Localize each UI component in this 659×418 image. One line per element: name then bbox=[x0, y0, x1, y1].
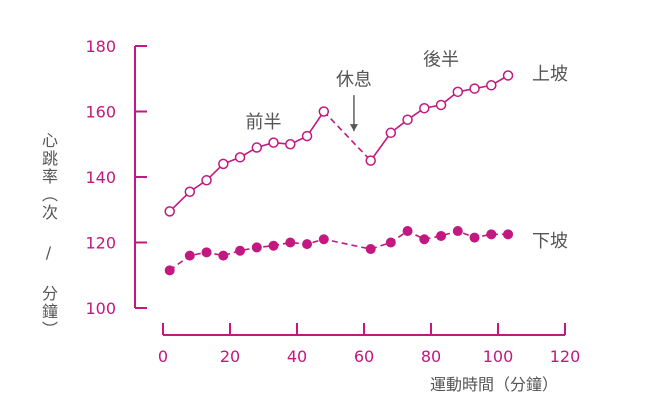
downhill-point bbox=[285, 237, 296, 248]
x-axis-label: 運動時間（分鐘） bbox=[430, 375, 559, 394]
uphill-point bbox=[435, 99, 447, 111]
uphill-point bbox=[419, 102, 430, 114]
x-tick-label: 0 bbox=[158, 347, 168, 366]
downhill-point bbox=[419, 234, 430, 245]
x-tick-label: 20 bbox=[220, 347, 240, 366]
annotation-rest: 休息 bbox=[336, 69, 372, 90]
uphill-series-line bbox=[323, 110, 372, 162]
uphill-series-line bbox=[169, 111, 325, 212]
rest-arrow-head bbox=[349, 124, 358, 132]
uphill-series-label: 上坡 bbox=[532, 64, 568, 85]
uphill-point bbox=[301, 130, 313, 142]
y-tick-label: 100 bbox=[85, 299, 116, 318]
x-tick-label: 120 bbox=[550, 347, 581, 366]
annotations: 前半 休息 後半 bbox=[246, 50, 460, 133]
series-markers bbox=[164, 70, 514, 276]
uphill-point bbox=[201, 175, 212, 186]
uphill-point bbox=[285, 139, 296, 150]
downhill-point bbox=[201, 247, 212, 258]
y-tick-label: 160 bbox=[85, 103, 116, 122]
downhill-point bbox=[218, 250, 229, 261]
uphill-point bbox=[365, 155, 376, 166]
uphill-point bbox=[402, 114, 413, 125]
uphill-point bbox=[268, 137, 279, 148]
downhill-point bbox=[365, 244, 376, 255]
y-axis-label: 心跳率（次 / 分鐘） bbox=[39, 132, 58, 339]
downhill-point bbox=[452, 226, 463, 237]
series-lines bbox=[169, 74, 509, 271]
downhill-point bbox=[184, 250, 195, 261]
x-tick-label: 100 bbox=[483, 347, 514, 366]
downhill-point bbox=[469, 232, 480, 243]
uphill-point bbox=[218, 158, 229, 170]
uphill-point bbox=[234, 152, 246, 163]
y-tick-label: 180 bbox=[85, 37, 116, 56]
downhill-point bbox=[402, 226, 413, 237]
downhill-point bbox=[385, 237, 396, 248]
uphill-point bbox=[164, 206, 175, 217]
downhill-point bbox=[251, 242, 262, 253]
uphill-point bbox=[251, 142, 263, 153]
uphill-point bbox=[469, 83, 480, 94]
uphill-point bbox=[318, 106, 330, 117]
downhill-point bbox=[436, 230, 447, 241]
downhill-point bbox=[235, 245, 246, 256]
y-tick-label: 140 bbox=[85, 168, 116, 187]
downhill-point bbox=[302, 239, 313, 250]
ticks bbox=[135, 45, 566, 335]
x-tick-label: 60 bbox=[354, 347, 374, 366]
downhill-point bbox=[486, 229, 497, 240]
downhill-series-label: 下坡 bbox=[532, 231, 568, 252]
uphill-point bbox=[452, 86, 464, 98]
downhill-point bbox=[164, 265, 175, 276]
downhill-point bbox=[503, 229, 514, 240]
x-tick-label: 40 bbox=[287, 347, 307, 366]
tick-labels: 100 120 140 160 180 0 20 40 60 80 100 120 bbox=[85, 37, 580, 366]
uphill-point bbox=[385, 127, 397, 139]
downhill-point bbox=[318, 234, 329, 245]
uphill-point bbox=[486, 80, 497, 91]
uphill-point bbox=[502, 70, 514, 81]
annotation-first-half: 前半 bbox=[246, 112, 282, 133]
downhill-series-line bbox=[169, 230, 509, 271]
downhill-point bbox=[268, 240, 279, 251]
uphill-point bbox=[184, 186, 196, 197]
y-tick-label: 120 bbox=[85, 234, 116, 253]
annotation-second-half: 後半 bbox=[423, 50, 459, 71]
x-tick-label: 80 bbox=[421, 347, 441, 366]
